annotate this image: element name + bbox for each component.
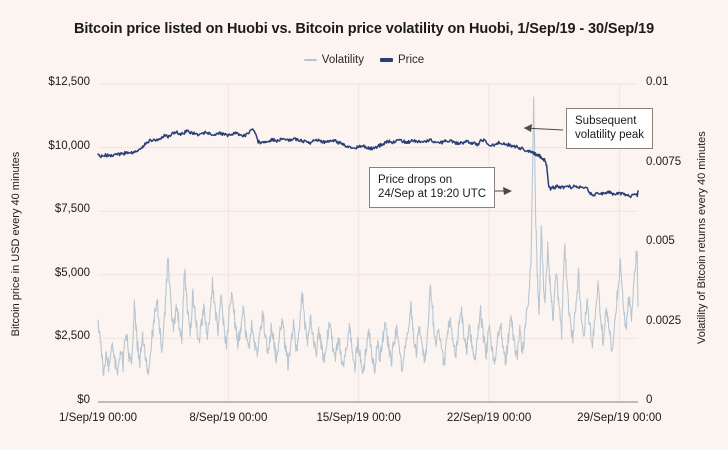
y-left-tick-label: $2,500 xyxy=(54,330,90,343)
y-axis-left-title: Bitcoin price in USD every 40 minutes xyxy=(10,151,22,337)
price-line xyxy=(97,128,639,199)
y-right-tick-label: 0.0075 xyxy=(646,155,682,168)
annotation-volatility-peak: Subsequent volatility peak xyxy=(566,108,654,149)
x-tick-label: 8/Sep/19 00:00 xyxy=(189,412,268,424)
legend-swatch-volatility-icon xyxy=(303,59,317,61)
y-right-tick-label: 0.0025 xyxy=(646,314,682,327)
y-left-tick-label: $12,500 xyxy=(48,76,90,88)
legend-swatch-price-icon xyxy=(379,58,393,62)
chart-legend: Volatility Price xyxy=(0,54,728,66)
legend-item-price[interactable]: Price xyxy=(379,54,425,66)
legend-label-price: Price xyxy=(397,54,425,66)
x-tick-label: 29/Sep/19 00:00 xyxy=(577,412,662,424)
y-left-tick-label: $7,500 xyxy=(54,203,90,216)
x-tick-label: 22/Sep/19 00:00 xyxy=(446,412,532,424)
gridlines xyxy=(98,83,638,402)
y-right-tick-label: 0.005 xyxy=(646,235,675,247)
y-right-tick-label: 0 xyxy=(646,394,653,406)
y-right-tick-label: 0.01 xyxy=(646,76,669,88)
y-axis-right-title: Volatility of Bitcoin returns every 40 m… xyxy=(696,131,708,344)
legend-label-volatility: Volatility xyxy=(321,54,364,66)
chart-title: Bitcoin price listed on Huobi vs. Bitcoi… xyxy=(73,21,655,37)
volatility-line xyxy=(97,96,639,376)
y-left-tick-label: $10,000 xyxy=(48,139,90,152)
y-left-tick-label: $5,000 xyxy=(54,266,90,279)
y-left-tick-label: $0 xyxy=(77,394,90,406)
annotation-price-drop: Price drops on 24/Sep at 19:20 UTC xyxy=(369,167,496,208)
legend-item-volatility[interactable]: Volatility xyxy=(303,54,364,66)
arrow-head-peak xyxy=(524,124,532,132)
x-tick-label: 1/Sep/19 00:00 xyxy=(58,412,137,424)
x-tick-label: 15/Sep/19 00:00 xyxy=(316,412,401,424)
arrow-head-drop xyxy=(503,187,512,195)
